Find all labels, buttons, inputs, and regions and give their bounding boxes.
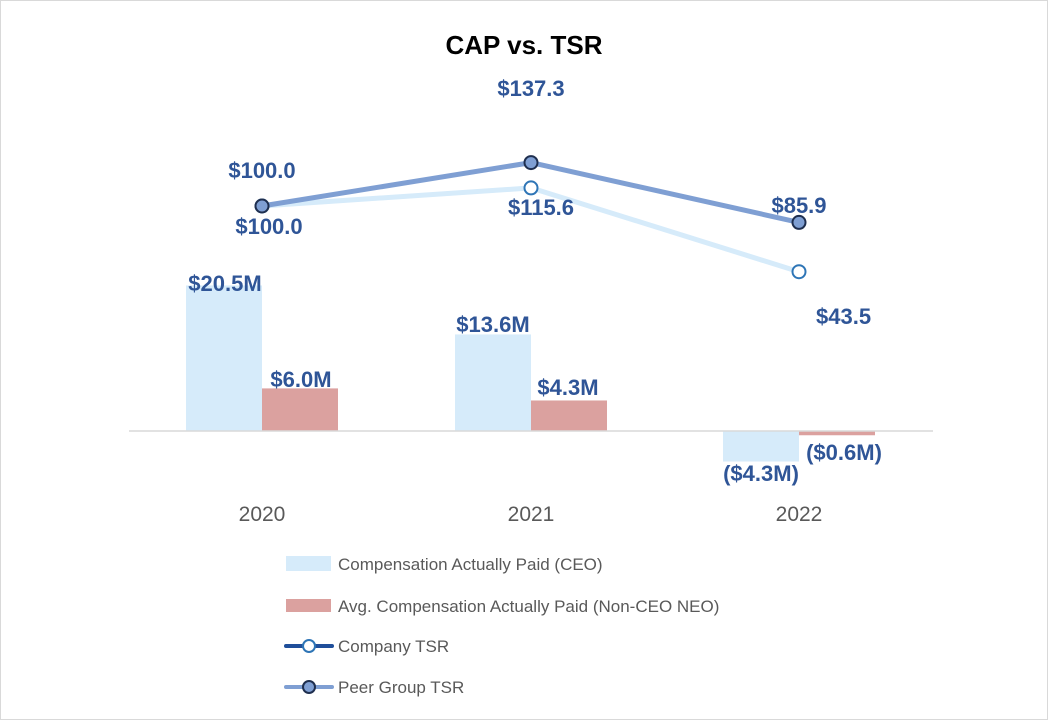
legend: Compensation Actually Paid (CEO) Avg. Com… — [284, 555, 719, 697]
peer-tsr-label-2020: $100.0 — [228, 158, 295, 183]
company-tsr-label-2021: $115.6 — [508, 195, 574, 220]
peer-tsr-point-2022 — [791, 214, 807, 230]
neo-cap-label-2022: ($0.6M) — [806, 440, 882, 465]
legend-swatch-peer-tsr-marker — [302, 680, 316, 694]
ceo-cap-label-2022: ($4.3M) — [723, 461, 799, 486]
ceo-cap-label-2021: $13.6M — [456, 312, 529, 337]
bars-layer — [186, 285, 875, 462]
neo-cap-bar-2021 — [531, 400, 607, 431]
chart-title: CAP vs. TSR — [445, 30, 602, 60]
category-labels: 2020 2021 2022 — [239, 503, 823, 526]
category-label-2020: 2020 — [239, 503, 286, 526]
legend-label-ceo-cap: Compensation Actually Paid (CEO) — [338, 555, 603, 574]
peer-tsr-point-2020 — [254, 198, 270, 214]
legend-label-neo-cap: Avg. Compensation Actually Paid (Non-CEO… — [338, 597, 719, 616]
labels-layer: $20.5M $13.6M ($4.3M) $6.0M $4.3M ($0.6M) $100… — [188, 76, 882, 486]
category-label-2021: 2021 — [508, 503, 555, 526]
company-tsr-point-2021 — [523, 180, 539, 196]
company-tsr-label-2022: $43.5 — [816, 304, 871, 329]
legend-swatch-company-tsr-marker — [302, 639, 316, 653]
ceo-cap-bar-2021 — [455, 334, 531, 431]
ceo-cap-bar-2022 — [723, 431, 799, 462]
legend-label-company-tsr: Company TSR — [338, 637, 449, 656]
ceo-cap-bar-2020 — [186, 285, 262, 431]
neo-cap-bar-2020 — [262, 388, 338, 431]
category-label-2022: 2022 — [776, 503, 823, 526]
neo-cap-bar-2022 — [799, 431, 875, 436]
neo-cap-label-2020: $6.0M — [270, 367, 331, 392]
legend-swatch-ceo-cap — [286, 556, 331, 571]
company-tsr-point-2022 — [791, 264, 807, 280]
legend-label-peer-tsr: Peer Group TSR — [338, 678, 464, 697]
peer-tsr-point-2021 — [523, 155, 539, 171]
peer-tsr-label-2021: $137.3 — [497, 76, 564, 101]
legend-swatch-neo-cap — [286, 599, 331, 612]
lines-layer — [254, 155, 807, 280]
neo-cap-label-2021: $4.3M — [537, 375, 598, 400]
ceo-cap-label-2020: $20.5M — [188, 271, 261, 296]
company-tsr-label-2020: $100.0 — [235, 214, 302, 239]
peer-tsr-label-2022: $85.9 — [771, 193, 826, 218]
